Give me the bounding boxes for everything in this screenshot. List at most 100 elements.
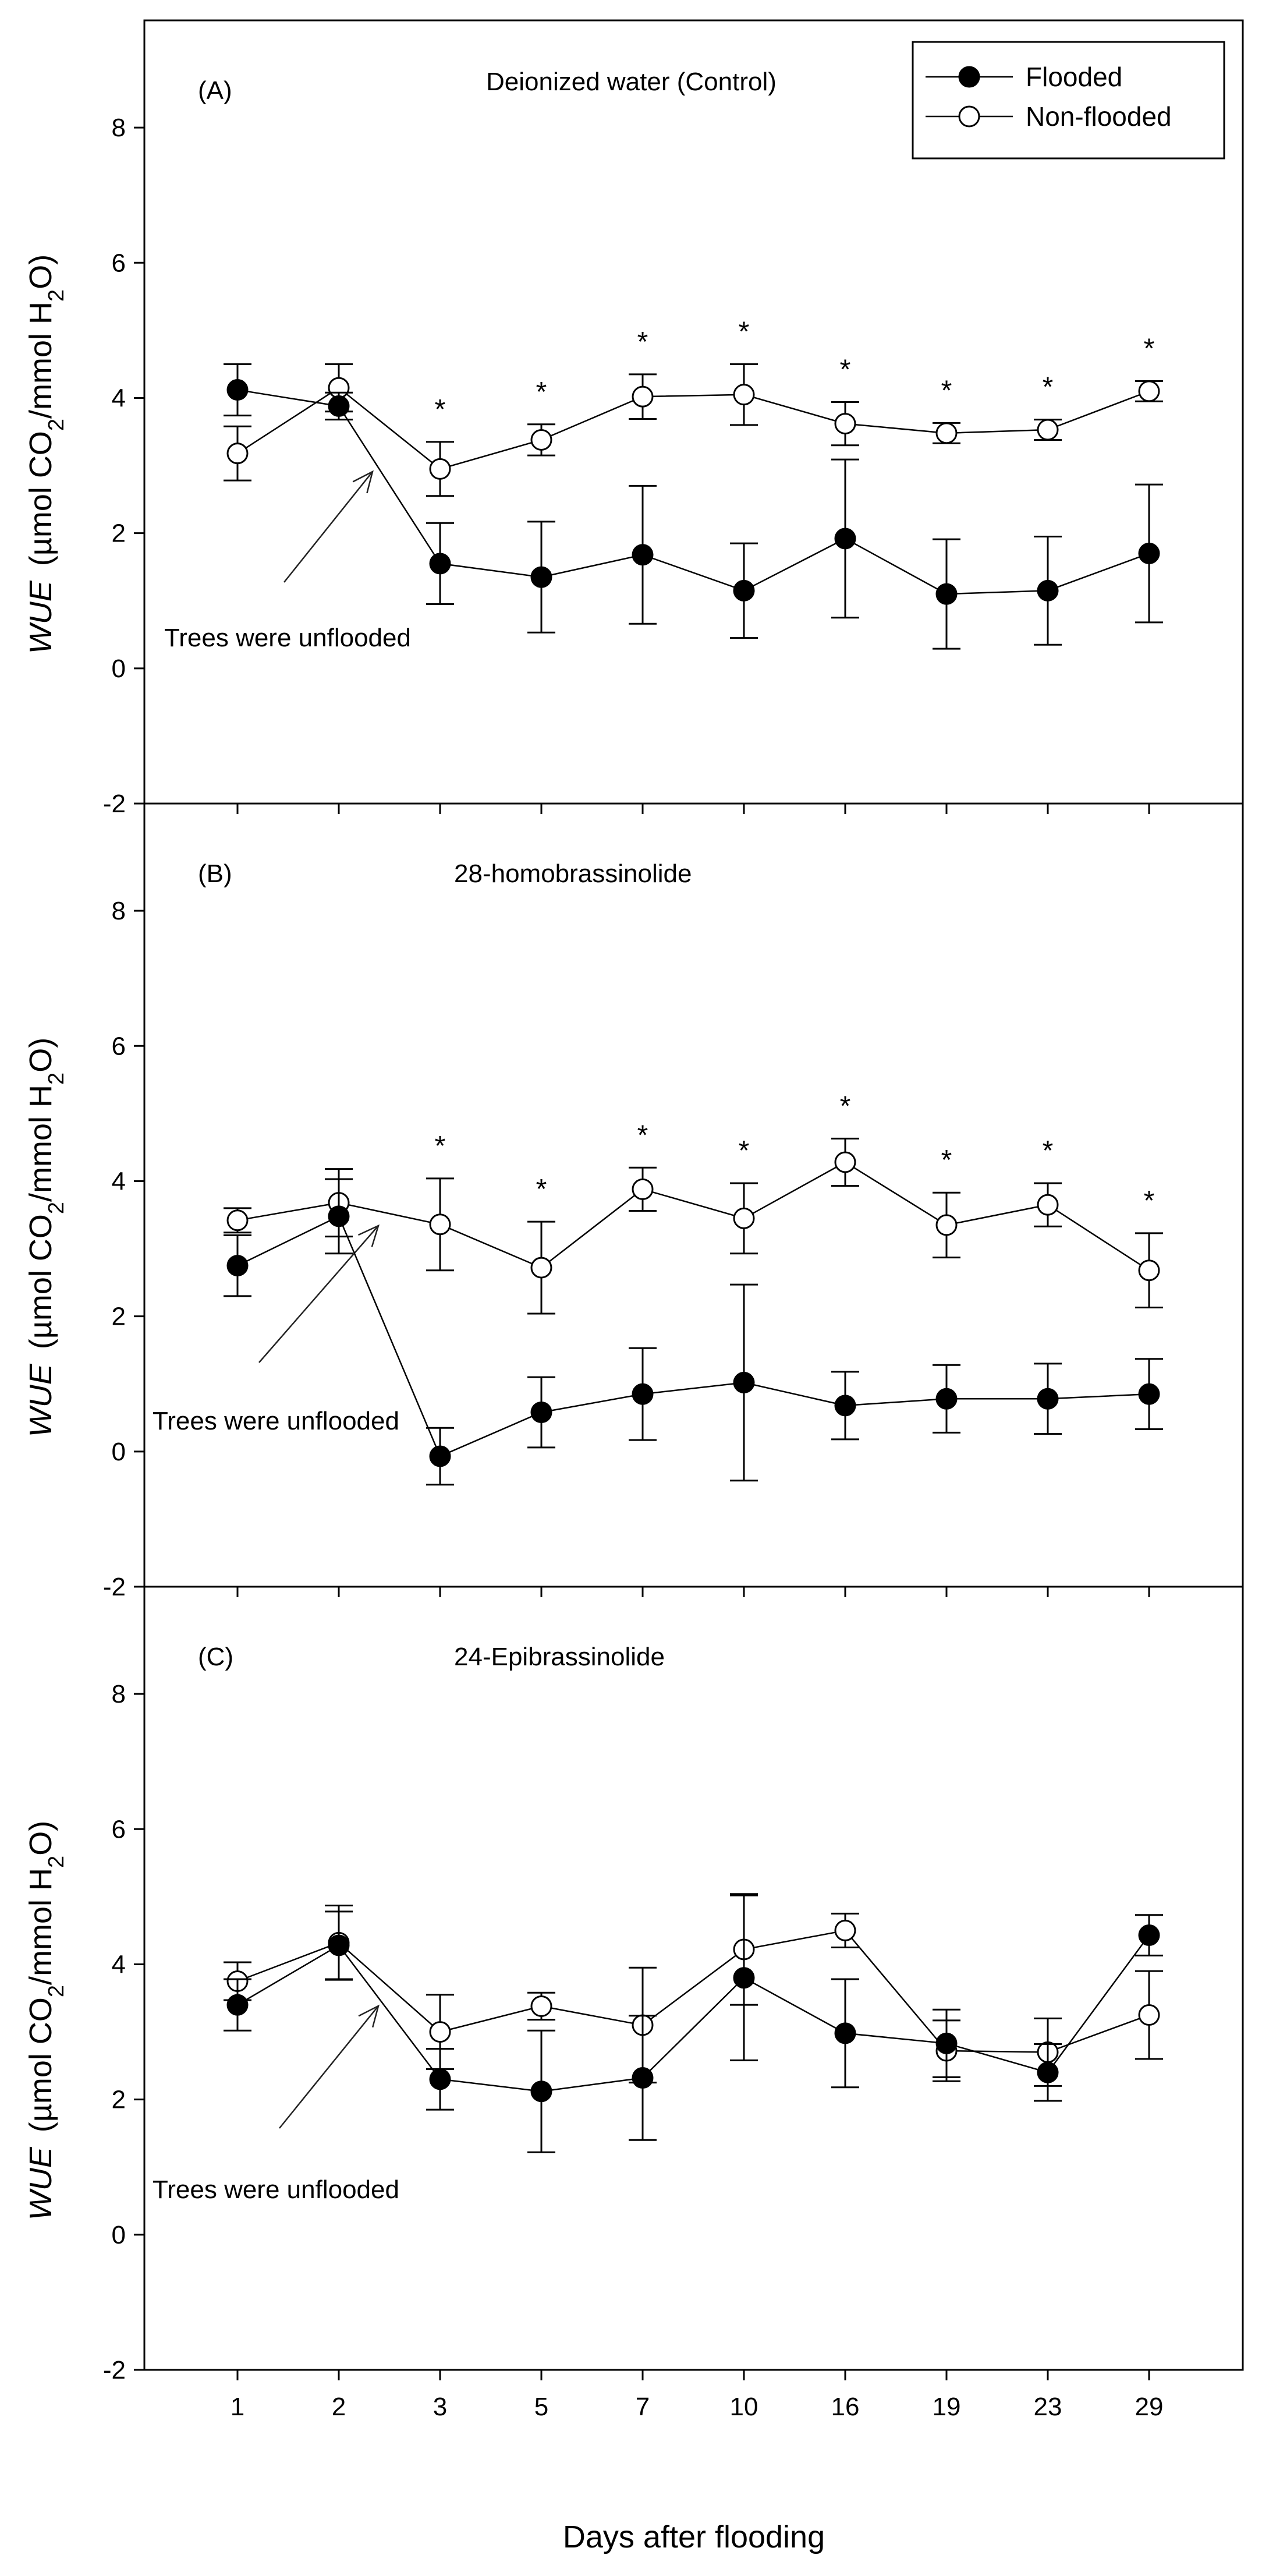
marker-non-flooded-b bbox=[226, 1209, 249, 1232]
marker-non-flooded-b bbox=[1138, 1259, 1160, 1282]
marker-flooded-b bbox=[530, 1401, 552, 1423]
panel-frame-b bbox=[143, 802, 1244, 1588]
y-tick-label-c: 6 bbox=[112, 1815, 126, 1843]
marker-flooded-b bbox=[935, 1388, 958, 1410]
x-tick-label: 23 bbox=[1034, 2393, 1062, 2421]
marker-non-flooded-c bbox=[530, 1995, 552, 2017]
marker-non-flooded-a bbox=[429, 458, 451, 480]
marker-non-flooded-b bbox=[834, 1151, 856, 1173]
annotation-arrow-c bbox=[279, 2005, 379, 2129]
x-tick-label: 2 bbox=[332, 2393, 346, 2421]
marker-non-flooded-b bbox=[429, 1213, 451, 1236]
annotation-arrowhead-a bbox=[352, 470, 374, 494]
y-tick-label-a: 6 bbox=[112, 249, 126, 277]
panel-a: -2 0 2 4 6 8 (A) Deionized water (Control) Trees… bbox=[103, 19, 1244, 818]
x-tick-label: 16 bbox=[831, 2393, 860, 2421]
marker-non-flooded-b bbox=[733, 1207, 755, 1229]
annotation-text-c: Trees were unflooded bbox=[153, 2175, 399, 2204]
y-tick-label-c: 0 bbox=[112, 2221, 126, 2249]
marker-non-flooded-a bbox=[530, 429, 552, 451]
marker-flooded-b bbox=[1037, 1388, 1059, 1410]
marker-flooded-a bbox=[632, 544, 654, 566]
panel-title-b: 28-homobrassinolide bbox=[454, 859, 692, 888]
significance-star-b: * bbox=[739, 1135, 750, 1166]
marker-non-flooded-c bbox=[1138, 2004, 1160, 2026]
panel-label-a: (A) bbox=[198, 76, 232, 105]
marker-flooded-c bbox=[226, 1994, 249, 2016]
panels-group: -2 0 2 4 6 8 (A) Deionized water (Control) Trees… bbox=[103, 19, 1244, 2421]
marker-non-flooded-a bbox=[632, 385, 654, 408]
significance-star-a: * bbox=[1144, 333, 1155, 364]
panel-b: -2 0 2 4 6 8 (B) 28-homobrassinolide Trees were … bbox=[103, 802, 1244, 1601]
y-tick-label-b: 4 bbox=[112, 1167, 126, 1195]
marker-flooded-b bbox=[1138, 1383, 1160, 1405]
panel-title-c: 24-Epibrassinolide bbox=[454, 1643, 665, 1671]
y-tick-label-c: -2 bbox=[103, 2356, 126, 2384]
y-tick-label-a: 4 bbox=[112, 384, 126, 412]
x-tick-label: 3 bbox=[433, 2393, 447, 2421]
marker-flooded-c bbox=[834, 2022, 856, 2044]
marker-non-flooded-b bbox=[632, 1178, 654, 1200]
y-tick-label-a: 8 bbox=[112, 114, 126, 142]
significance-star-a: * bbox=[1043, 372, 1054, 403]
annotation-arrow-a bbox=[283, 471, 373, 583]
significance-star-b: * bbox=[1144, 1186, 1155, 1216]
significance-star-b: * bbox=[941, 1145, 952, 1176]
annotation-arrowhead-c bbox=[358, 2004, 380, 2028]
significance-star-a: * bbox=[840, 354, 851, 385]
marker-flooded-b bbox=[226, 1255, 249, 1277]
marker-flooded-a bbox=[1037, 579, 1059, 601]
series-line-non-flooded-a bbox=[237, 387, 1150, 470]
marker-non-flooded-c bbox=[429, 2021, 451, 2043]
x-axis-label: Days after flooding bbox=[563, 2520, 825, 2554]
y-tick-label-c: 8 bbox=[112, 1680, 126, 1708]
panel-c: -2 0 2 4 6 8 (C) 24-Epibrassinolide Trees were u… bbox=[103, 1586, 1244, 2384]
legend: Flooded Non-flooded bbox=[912, 41, 1225, 160]
y-tick-label-b: 6 bbox=[112, 1032, 126, 1060]
marker-non-flooded-b bbox=[935, 1214, 958, 1236]
series-line-non-flooded-c bbox=[237, 1930, 1150, 2053]
x-tick-label: 29 bbox=[1135, 2393, 1164, 2421]
significance-star-a: * bbox=[739, 316, 750, 347]
panel-title-a: Deionized water (Control) bbox=[486, 68, 777, 96]
y-tick-label-b: 2 bbox=[112, 1303, 126, 1331]
significance-star-a: * bbox=[941, 375, 952, 406]
marker-flooded-a bbox=[1138, 542, 1160, 564]
marker-flooded-c bbox=[530, 2080, 552, 2103]
marker-non-flooded-a bbox=[834, 413, 856, 435]
y-tick-label-b: 8 bbox=[112, 897, 126, 925]
annotation-arrow-b bbox=[258, 1225, 379, 1363]
marker-flooded-b bbox=[834, 1395, 856, 1417]
significance-star-a: * bbox=[536, 377, 547, 408]
x-tick-label: 1 bbox=[231, 2393, 244, 2421]
y-tick-label-a: -2 bbox=[103, 790, 126, 818]
panel-label-b: (B) bbox=[198, 859, 232, 888]
panel-label-c: (C) bbox=[198, 1643, 233, 1671]
legend-label-non-flooded: Non-flooded bbox=[1026, 101, 1172, 132]
y-tick-label-a: 2 bbox=[112, 519, 126, 548]
marker-non-flooded-a bbox=[226, 443, 249, 465]
y-tick-label-b: 0 bbox=[112, 1438, 126, 1466]
significance-star-b: * bbox=[435, 1131, 446, 1162]
marker-flooded-b bbox=[733, 1371, 755, 1393]
marker-flooded-a bbox=[834, 528, 856, 550]
marker-non-flooded-c bbox=[834, 1919, 856, 1941]
marker-non-flooded-a bbox=[1037, 419, 1059, 441]
y-tick-label-b: -2 bbox=[103, 1573, 126, 1601]
significance-star-a: * bbox=[435, 394, 446, 425]
x-tick-label: 5 bbox=[534, 2393, 548, 2421]
y-axis-label-a: WUE (µmol CO2/mmol H2O) bbox=[23, 254, 69, 654]
marker-non-flooded-a bbox=[733, 384, 755, 406]
y-tick-label-a: 0 bbox=[112, 654, 126, 683]
legend-box bbox=[912, 41, 1225, 160]
marker-flooded-c bbox=[1138, 1924, 1160, 1947]
x-tick-label: 19 bbox=[933, 2393, 961, 2421]
x-tick-label: 7 bbox=[636, 2393, 650, 2421]
marker-flooded-a bbox=[935, 583, 958, 605]
series-line-flooded-c bbox=[237, 1934, 1150, 2092]
legend-marker-non-flooded bbox=[958, 105, 980, 128]
x-tick-label: 10 bbox=[730, 2393, 758, 2421]
significance-star-b: * bbox=[536, 1174, 547, 1205]
series-line-flooded-b bbox=[237, 1215, 1150, 1457]
series-line-flooded-a bbox=[237, 389, 1150, 595]
